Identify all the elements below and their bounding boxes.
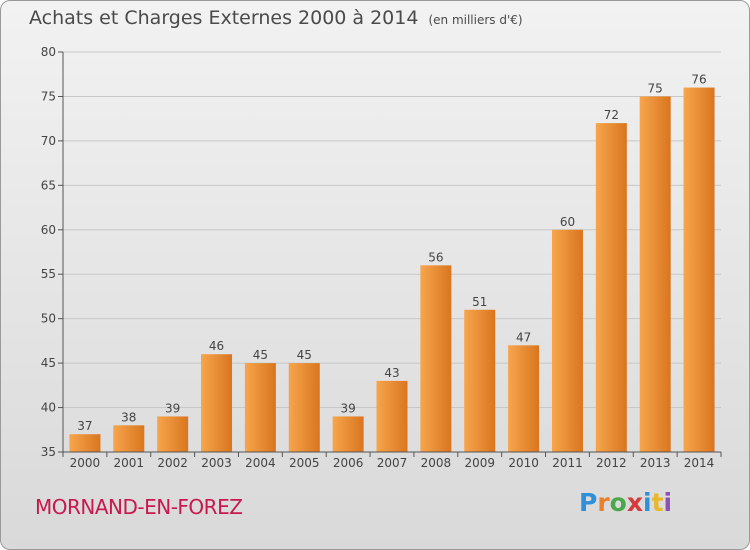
- x-tick-label: 2014: [684, 456, 715, 470]
- x-tick-label: 2013: [640, 456, 671, 470]
- data-label-2008: 56: [428, 250, 443, 264]
- brand-letter: r: [597, 488, 610, 517]
- y-tick-label: 70: [41, 134, 56, 148]
- data-label-2002: 39: [165, 401, 180, 415]
- axes: 35 40 45 50 55 60 65 70 75 80 2000 2001 2002 2003 2004…: [41, 45, 722, 470]
- data-label-2006: 39: [340, 401, 355, 415]
- bar-2014: [683, 87, 715, 453]
- data-label-2005: 45: [297, 348, 312, 362]
- x-tick-label: 2008: [421, 456, 452, 470]
- y-tick-label: 35: [41, 445, 56, 459]
- x-tick-label: 2002: [157, 456, 188, 470]
- y-tick-label: 55: [41, 267, 56, 281]
- bar-2013: [639, 96, 671, 452]
- x-tick-label: 2000: [70, 456, 101, 470]
- data-label-2014: 76: [691, 73, 706, 87]
- x-tick-label: 2011: [552, 456, 583, 470]
- bars: 37 38 39 46 45 45 39 43 56 51 47 60 72 75 76: [69, 73, 715, 453]
- bar-2005: [288, 363, 320, 452]
- y-tick-label: 45: [41, 356, 56, 370]
- proxiti-logo: Proxiti: [579, 488, 672, 517]
- bar-2007: [376, 380, 408, 452]
- bar-2002: [157, 416, 189, 452]
- y-tick-label: 50: [41, 312, 56, 326]
- brand-letter: i: [643, 488, 652, 517]
- x-tick-label: 2007: [377, 456, 408, 470]
- bar-2006: [332, 416, 364, 452]
- x-tick-label: 2006: [333, 456, 364, 470]
- data-label-2007: 43: [384, 366, 399, 380]
- y-tick-label: 80: [41, 45, 56, 59]
- bar-2011: [551, 229, 583, 452]
- place-name: MORNAND-EN-FOREZ: [35, 495, 243, 519]
- bar-2004: [244, 363, 276, 452]
- x-tick-label: 2009: [464, 456, 495, 470]
- x-tick-label: 2005: [289, 456, 320, 470]
- data-label-2011: 60: [560, 215, 575, 229]
- data-label-2004: 45: [253, 348, 268, 362]
- bar-2003: [201, 354, 233, 452]
- y-tick-label: 75: [41, 89, 56, 103]
- chart-title-block: Achats et Charges Externes 2000 à 2014 (e…: [29, 7, 523, 29]
- data-label-2013: 75: [648, 81, 663, 95]
- y-tick-label: 40: [41, 401, 56, 415]
- data-label-2009: 51: [472, 295, 487, 309]
- x-tick-label: 2010: [508, 456, 539, 470]
- brand-letter: o: [609, 488, 627, 517]
- brand-letter: t: [651, 488, 664, 517]
- x-tick-label: 2001: [114, 456, 145, 470]
- brand-letter: i: [663, 488, 673, 517]
- x-tick-label: 2012: [596, 456, 627, 470]
- data-label-2012: 72: [604, 108, 619, 122]
- data-label-2003: 46: [209, 339, 224, 353]
- brand-letter: P: [579, 488, 598, 517]
- x-tick-label: 2003: [201, 456, 232, 470]
- chart-subtitle: (en milliers d'€): [428, 13, 523, 27]
- chart-title: Achats et Charges Externes 2000 à 2014: [29, 7, 419, 29]
- data-label-2010: 47: [516, 330, 531, 344]
- brand-letter: x: [626, 488, 643, 517]
- bar-2000: [69, 434, 101, 452]
- data-label-2000: 37: [77, 419, 92, 433]
- bar-2009: [464, 309, 496, 452]
- x-tick-label: 2004: [245, 456, 276, 470]
- bar-2012: [595, 123, 627, 452]
- data-label-2001: 38: [121, 410, 136, 424]
- bar-2010: [508, 345, 540, 452]
- bar-2001: [113, 425, 145, 452]
- bar-2008: [420, 265, 452, 452]
- y-tick-label: 60: [41, 223, 56, 237]
- y-tick-label: 65: [41, 178, 56, 192]
